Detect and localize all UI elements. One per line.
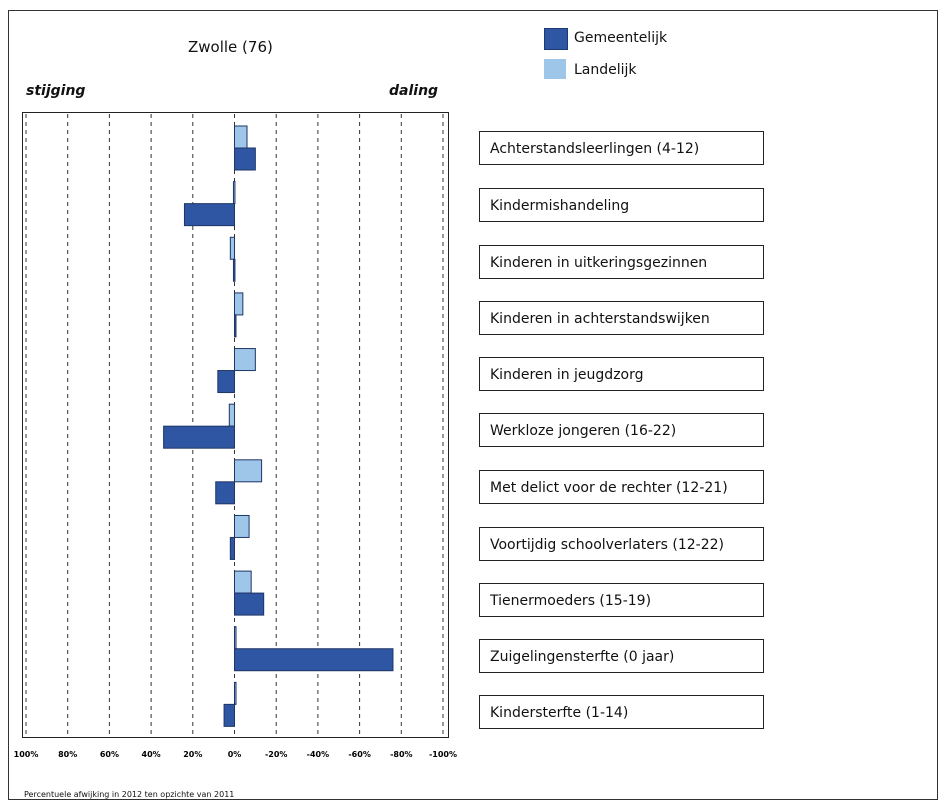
left-direction-label: stijging [26, 83, 86, 99]
category-box: Kindersterfte (1-14) [479, 695, 764, 729]
footnote: Percentuele afwijking in 2012 ten opzich… [24, 790, 235, 799]
category-box: Kinderen in uitkeringsgezinnen [479, 245, 764, 279]
category-box: Kinderen in jeugdzorg [479, 357, 764, 391]
chart-frame [8, 10, 938, 800]
plot-area [22, 112, 449, 738]
legend-label-landelijk: Landelijk [574, 62, 637, 78]
category-box: Voortijdig schoolverlaters (12-22) [479, 527, 764, 561]
legend-swatch-landelijk [544, 59, 566, 79]
legend-label-gemeentelijk: Gemeentelijk [574, 30, 668, 46]
category-box: Kindermishandeling [479, 188, 764, 222]
category-box: Met delict voor de rechter (12-21) [479, 470, 764, 504]
right-direction-label: daling [389, 83, 439, 99]
category-box: Werkloze jongeren (16-22) [479, 413, 764, 447]
legend-swatch-gemeentelijk [544, 28, 568, 50]
category-box: Zuigelingensterfte (0 jaar) [479, 639, 764, 673]
category-box: Achterstandsleerlingen (4-12) [479, 131, 764, 165]
category-box: Tienermoeders (15-19) [479, 583, 764, 617]
category-box: Kinderen in achterstandswijken [479, 301, 764, 335]
chart-title: Zwolle (76) [188, 38, 273, 56]
